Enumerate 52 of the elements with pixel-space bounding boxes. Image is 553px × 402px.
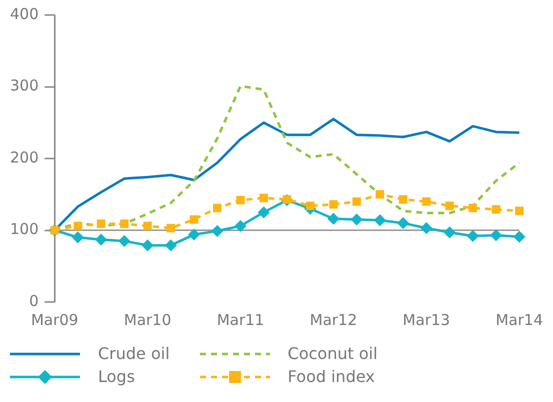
- x-tick-label: Mar10: [124, 310, 172, 329]
- point: [492, 205, 500, 214]
- point: [350, 213, 363, 226]
- point: [143, 222, 152, 230]
- point: [490, 229, 502, 242]
- point: [398, 195, 408, 204]
- y-tick-label: 300: [10, 76, 39, 95]
- point: [466, 230, 479, 242]
- point: [258, 206, 270, 218]
- point: [259, 194, 268, 202]
- point: [96, 220, 106, 228]
- point: [352, 197, 361, 206]
- point: [468, 204, 478, 212]
- point: [120, 220, 129, 228]
- point: [142, 239, 154, 252]
- point: [376, 190, 384, 199]
- y-tick-label: 200: [10, 148, 39, 166]
- x-tick-label: Mar09: [30, 310, 78, 329]
- point: [234, 220, 246, 232]
- point: [164, 239, 177, 252]
- y-tick-label: 400: [10, 4, 39, 23]
- point: [327, 212, 340, 225]
- point: [445, 202, 454, 210]
- x-tick-label: Mar11: [216, 310, 264, 329]
- point: [513, 230, 526, 243]
- point: [444, 226, 456, 238]
- legend-label: Food index: [288, 367, 375, 386]
- x-tick-label: Mar14: [496, 310, 543, 329]
- point: [374, 214, 386, 226]
- legend-label: Coconut oil: [288, 344, 378, 363]
- point: [420, 222, 432, 234]
- point: [95, 234, 108, 246]
- point: [211, 224, 224, 237]
- point: [397, 217, 410, 230]
- x-tick-label: Mar12: [310, 310, 358, 329]
- point: [236, 196, 245, 204]
- point: [329, 200, 338, 209]
- point: [188, 228, 200, 241]
- y-tick-label: 100: [10, 220, 39, 238]
- point: [72, 231, 84, 244]
- x-tick-label: Mar13: [402, 310, 450, 329]
- point: [515, 206, 524, 216]
- legend-label: Crude oil: [98, 344, 170, 363]
- point: [166, 224, 176, 232]
- y-tick-label: 0: [29, 292, 39, 310]
- point: [118, 235, 130, 248]
- legend-label: Logs: [98, 367, 135, 386]
- point: [190, 215, 198, 224]
- point: [213, 204, 222, 212]
- point: [74, 222, 82, 230]
- point: [422, 197, 431, 206]
- point: [306, 202, 314, 210]
